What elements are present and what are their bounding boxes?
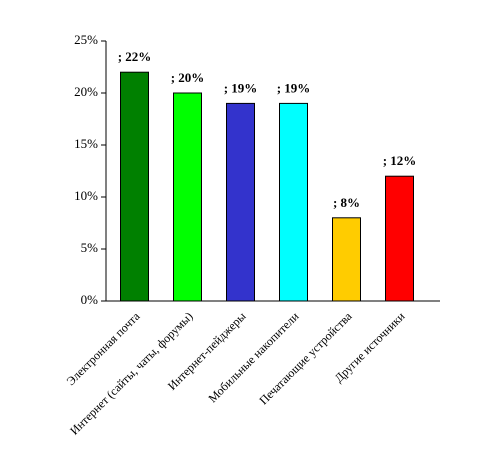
- value-label: ; 19%: [277, 80, 311, 95]
- bar: [332, 217, 361, 302]
- bar: [226, 102, 255, 302]
- value-label: ; 22%: [118, 49, 152, 64]
- bar: [120, 71, 149, 302]
- y-tick-label: 5%: [81, 240, 99, 255]
- x-tick-label: Печатающие устройства: [256, 309, 355, 408]
- y-tick-label: 20%: [74, 84, 98, 99]
- value-label: ; 12%: [383, 153, 417, 168]
- x-tick-label: Мобильные накопители: [205, 309, 302, 406]
- value-label: ; 8%: [333, 195, 360, 210]
- value-label: ; 19%: [224, 80, 258, 95]
- y-tick-label: 15%: [74, 136, 98, 151]
- value-label: ; 20%: [171, 70, 205, 85]
- y-tick-label: 0%: [81, 292, 99, 307]
- bar: [385, 175, 414, 302]
- y-tick-label: 10%: [74, 188, 98, 203]
- bar: [173, 92, 202, 302]
- y-tick-label: 25%: [74, 32, 98, 47]
- bar: [279, 102, 308, 302]
